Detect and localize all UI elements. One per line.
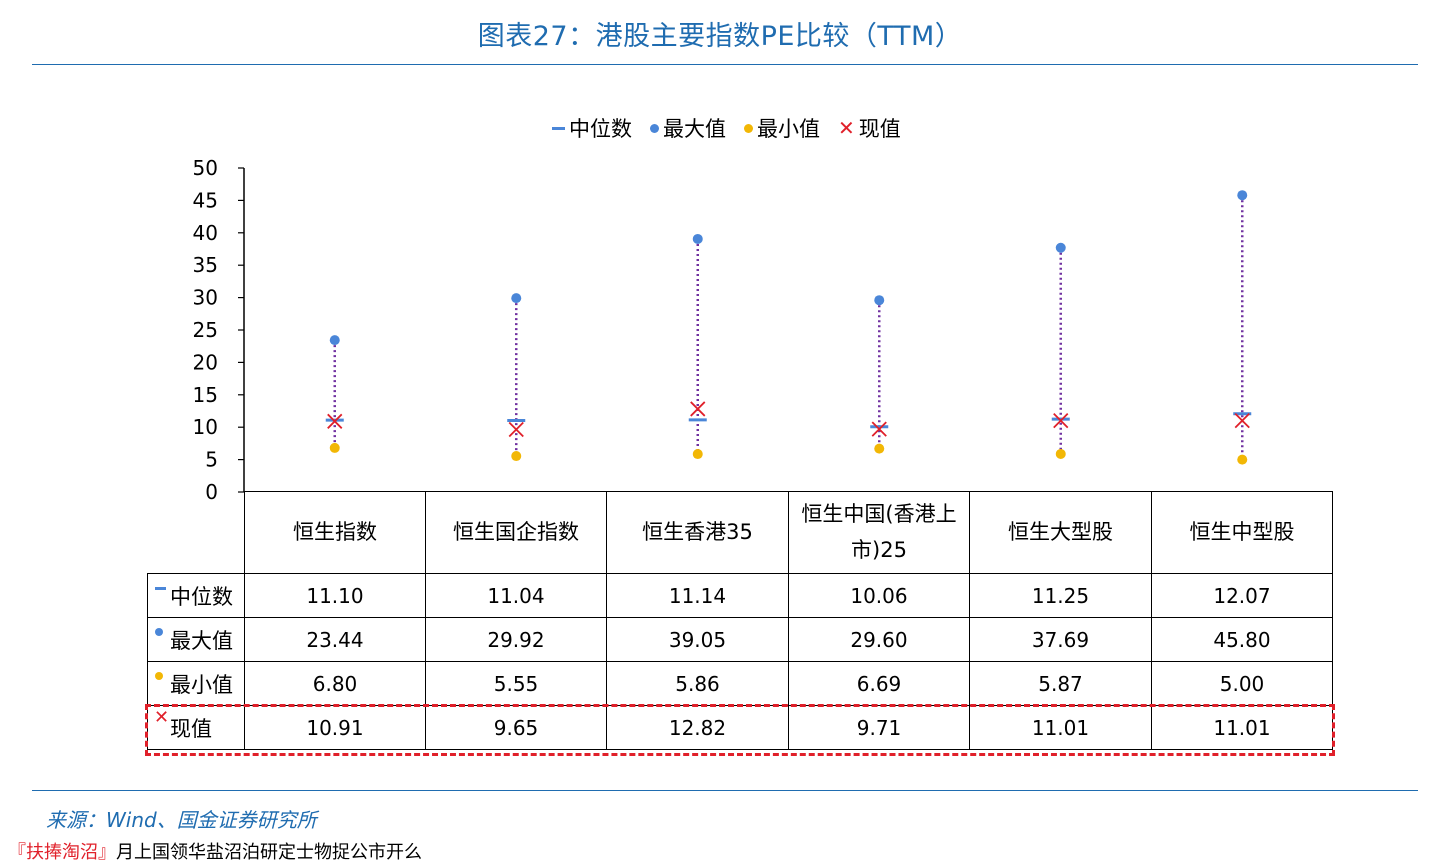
chart-legend: 中位数 最大值 最小值 ✕ 现值 <box>552 114 901 142</box>
max-point <box>1055 242 1066 253</box>
table-corner <box>147 491 245 574</box>
y-tick-label: 30 <box>193 286 218 310</box>
legend-item-median: 中位数 <box>552 113 632 143</box>
current-value-highlight-box <box>145 704 1335 756</box>
table-cell: 10.91 <box>244 705 426 750</box>
table-cell: 5.00 <box>1151 661 1333 706</box>
min-point <box>511 451 522 462</box>
y-tick-label: 20 <box>193 350 218 374</box>
cropped-footer-accent: 『扶捧淘沼』 <box>8 842 116 863</box>
chart-title: 图表27：港股主要指数PE比较（TTM） <box>477 21 963 52</box>
legend-item-current: ✕ 现值 <box>838 113 901 143</box>
table-header-row: 恒生指数 恒生国企指数 恒生香港35 恒生中国(香港上市)25 恒生大型股 恒生… <box>147 491 1333 574</box>
y-tick-label: 5 <box>205 448 218 472</box>
row-label-text: 现值 <box>170 716 212 741</box>
table-cell: 39.05 <box>606 617 789 662</box>
dash-icon <box>155 587 166 590</box>
table-cell: 45.80 <box>1151 617 1333 662</box>
legend-item-max: 最大值 <box>650 113 726 143</box>
cropped-footer-rest: 月上国领华盐沼泊研定士物捉公市开么 <box>116 842 422 863</box>
dot-icon <box>744 123 753 133</box>
column-header: 恒生指数 <box>244 491 426 574</box>
y-tick-label: 40 <box>193 221 218 245</box>
table-cell: 5.86 <box>606 661 789 706</box>
table-cell: 29.60 <box>788 617 970 662</box>
max-point <box>511 293 522 304</box>
legend-label-median: 中位数 <box>569 117 632 141</box>
y-tick-label: 15 <box>193 383 218 407</box>
table-cell: 12.07 <box>1151 573 1333 618</box>
table-cell: 11.04 <box>425 573 607 618</box>
footer-divider <box>32 790 1418 791</box>
table-cell: 11.01 <box>969 705 1152 750</box>
current-mark <box>871 421 887 437</box>
table-row: 中位数 11.10 11.04 11.14 10.06 11.25 12.07 <box>147 573 1333 618</box>
min-point <box>1237 454 1248 465</box>
current-mark <box>690 401 706 417</box>
row-label-text: 中位数 <box>170 584 233 609</box>
table-cell: 9.71 <box>788 705 970 750</box>
cropped-footer-text: 『扶捧淘沼』月上国领华盐沼泊研定士物捉公市开么 <box>8 838 422 864</box>
y-tick-label: 35 <box>193 253 218 277</box>
min-point <box>692 449 703 460</box>
row-label-median: 中位数 <box>147 573 245 618</box>
dash-icon <box>552 126 565 130</box>
current-mark <box>1234 413 1250 429</box>
max-point <box>329 335 340 346</box>
table-cell: 11.25 <box>969 573 1152 618</box>
legend-label-current: 现值 <box>858 117 901 141</box>
y-tick-label: 50 <box>193 156 218 180</box>
table-row: 最大值 23.44 29.92 39.05 29.60 37.69 45.80 <box>147 617 1333 662</box>
legend-label-min: 最小值 <box>757 117 820 141</box>
table-cell: 6.80 <box>244 661 426 706</box>
column-header: 恒生中型股 <box>1151 491 1333 574</box>
y-tick-label: 25 <box>193 318 218 342</box>
dot-icon <box>155 672 163 680</box>
x-icon: ✕ <box>154 707 170 728</box>
y-tick-label: 10 <box>193 415 218 439</box>
table-cell: 37.69 <box>969 617 1152 662</box>
source-note: 来源：Wind、国金证券研究所 <box>46 808 317 832</box>
current-mark <box>508 421 524 438</box>
table-cell: 11.14 <box>606 573 789 618</box>
x-icon: ✕ <box>838 116 855 140</box>
max-point <box>1237 190 1248 201</box>
legend-item-min: 最小值 <box>744 113 820 143</box>
table-row: 最小值 6.80 5.55 5.86 6.69 5.87 5.00 <box>147 661 1333 706</box>
table-cell: 10.06 <box>788 573 970 618</box>
min-point <box>329 442 340 453</box>
column-header: 恒生香港35 <box>606 491 789 574</box>
legend-label-max: 最大值 <box>663 117 726 141</box>
table-cell: 6.69 <box>788 661 970 706</box>
table-cell: 5.87 <box>969 661 1152 706</box>
row-label-min: 最小值 <box>147 661 245 706</box>
max-point <box>692 233 703 244</box>
current-mark <box>327 413 343 429</box>
row-label-text: 最大值 <box>170 628 233 653</box>
dot-icon <box>650 123 659 133</box>
table-cell: 29.92 <box>425 617 607 662</box>
table-cell: 23.44 <box>244 617 426 662</box>
row-label-text: 最小值 <box>170 672 233 697</box>
max-point <box>874 295 885 306</box>
table-cell: 5.55 <box>425 661 607 706</box>
column-header: 恒生大型股 <box>969 491 1152 574</box>
table-cell: 11.01 <box>1151 705 1333 750</box>
table-cell: 11.10 <box>244 573 426 618</box>
y-tick-label: 45 <box>193 188 218 212</box>
current-mark <box>1053 413 1069 429</box>
row-label-max: 最大值 <box>147 617 245 662</box>
column-header: 恒生国企指数 <box>425 491 607 574</box>
min-point <box>874 443 885 454</box>
title-divider <box>32 64 1418 65</box>
min-point <box>1055 448 1066 459</box>
column-header: 恒生中国(香港上市)25 <box>788 491 970 574</box>
dot-icon <box>155 628 163 636</box>
